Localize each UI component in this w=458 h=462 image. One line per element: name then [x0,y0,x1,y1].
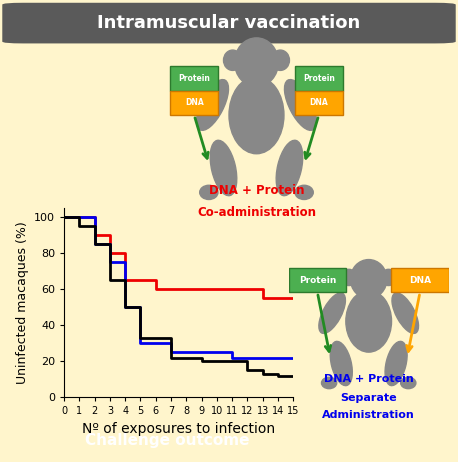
Text: DNA + Protein: DNA + Protein [209,184,304,197]
Ellipse shape [385,341,407,386]
FancyBboxPatch shape [289,268,346,292]
Ellipse shape [330,341,352,386]
Ellipse shape [276,140,303,196]
Text: Challenge outcome: Challenge outcome [85,432,250,448]
Circle shape [224,50,242,70]
Text: Protein: Protein [303,74,335,83]
FancyBboxPatch shape [295,67,343,91]
FancyBboxPatch shape [170,91,218,115]
Text: Co-administration: Co-administration [197,206,316,219]
Ellipse shape [401,377,416,389]
Text: DNA: DNA [185,98,203,108]
Ellipse shape [392,293,419,334]
Circle shape [350,260,387,298]
Text: Administration: Administration [322,410,415,420]
Y-axis label: Uninfected macaques (%): Uninfected macaques (%) [16,221,28,384]
Ellipse shape [322,377,337,389]
FancyBboxPatch shape [2,3,456,43]
Text: Separate: Separate [340,393,397,403]
Ellipse shape [284,79,316,130]
Text: Protein: Protein [178,74,210,83]
Ellipse shape [229,77,284,154]
Text: DNA + Protein: DNA + Protein [324,374,414,384]
Ellipse shape [200,185,218,200]
Text: DNA: DNA [409,276,431,285]
Text: Protein: Protein [299,276,336,285]
FancyBboxPatch shape [391,268,449,292]
Ellipse shape [196,79,229,130]
Text: Intramuscular vaccination: Intramuscular vaccination [98,14,360,32]
FancyBboxPatch shape [170,67,218,91]
FancyBboxPatch shape [295,91,343,115]
Circle shape [234,38,278,87]
Text: DNA: DNA [310,98,328,108]
X-axis label: Nº of exposures to infection: Nº of exposures to infection [82,422,275,436]
Circle shape [341,269,356,286]
Ellipse shape [295,185,313,200]
Circle shape [271,50,289,70]
Ellipse shape [319,293,345,334]
Ellipse shape [210,140,237,196]
Circle shape [381,269,396,286]
Ellipse shape [346,291,392,352]
